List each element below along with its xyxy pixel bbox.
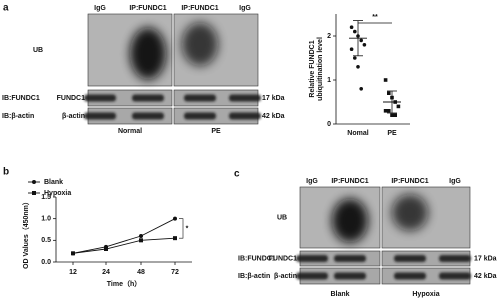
point: [353, 29, 357, 34]
protein-label: FUNDC1: [269, 255, 297, 262]
band: [184, 94, 216, 102]
panel-label: b: [3, 167, 9, 178]
lane-label: IP:FUNDC1: [129, 5, 166, 12]
size-label: 42 kDa: [474, 273, 497, 280]
series-line: [72, 237, 176, 254]
group-label: Hypoxia: [412, 291, 439, 298]
y-tick-label: 0: [327, 121, 331, 128]
x-tick-label: 24: [102, 269, 110, 276]
point: [396, 104, 401, 109]
size-label: 17 kDa: [474, 255, 497, 262]
y-tick-label: 2: [327, 33, 331, 40]
annotation: **: [372, 14, 378, 21]
ub-smear: [332, 198, 368, 243]
protein-label: FUNDC1: [57, 95, 85, 102]
panel-label: c: [234, 169, 240, 180]
group-label: PE: [211, 128, 221, 135]
lane-label: IgG: [306, 178, 318, 185]
band: [132, 94, 164, 102]
x-tick-label: 12: [69, 269, 77, 276]
x-tick-label: 48: [137, 269, 145, 276]
protein-label: β-actin: [274, 273, 297, 280]
point: [349, 25, 354, 30]
band: [184, 112, 216, 120]
point: [104, 247, 108, 251]
row-label: IB:FUNDC1: [2, 95, 40, 102]
point: [393, 113, 397, 117]
lane-label: IP:FUNDC1: [331, 178, 368, 185]
point: [359, 87, 364, 91]
y-axis-label: ubiquitination level: [317, 37, 324, 101]
band: [132, 112, 164, 120]
band: [229, 112, 261, 120]
legend-label: Blank: [44, 179, 63, 186]
band: [439, 272, 471, 280]
legend-label: Hypoxia: [44, 190, 71, 197]
point: [32, 180, 36, 184]
band: [394, 255, 426, 262]
point: [362, 43, 367, 47]
group-label: Blank: [330, 291, 349, 298]
point: [71, 251, 75, 256]
lane-label: IP:FUNDC1: [181, 5, 218, 12]
y-tick-label: 0.5: [41, 237, 51, 244]
x-tick-label: 72: [171, 269, 179, 276]
point: [390, 113, 394, 117]
band: [229, 94, 261, 102]
band: [296, 272, 328, 280]
point: [349, 47, 354, 51]
ub-smear: [130, 27, 166, 80]
band: [334, 272, 366, 280]
band: [334, 255, 366, 262]
point: [383, 109, 388, 113]
lane-label: IgG: [449, 178, 461, 185]
lane-label: IgG: [94, 5, 106, 12]
x-tick-label: Nomal: [347, 130, 368, 137]
row-label: IB:FUNDC1: [238, 255, 276, 262]
point: [32, 191, 36, 195]
significance-bracket: [179, 218, 184, 239]
point: [173, 236, 177, 241]
panel-label: a: [3, 3, 9, 14]
y-axis-label: OD Values（450nm）: [22, 198, 30, 269]
row-label: UB: [33, 47, 43, 54]
lane-label: IgG: [239, 5, 251, 12]
y-tick-label: 1.0: [41, 216, 51, 223]
group-label: Normal: [118, 128, 142, 135]
ub-smear: [392, 194, 428, 231]
point: [359, 38, 364, 43]
annotation: *: [186, 225, 189, 232]
size-label: 42 kDa: [262, 113, 285, 120]
band: [296, 255, 328, 262]
lane-label: IP:FUNDC1: [391, 178, 428, 185]
point: [139, 234, 143, 238]
series-line: [72, 218, 176, 254]
row-label: UB: [277, 214, 287, 221]
point: [387, 91, 391, 95]
ub-smear: [182, 22, 218, 66]
point: [356, 65, 360, 69]
point: [173, 216, 177, 221]
x-tick-label: PE: [387, 130, 397, 137]
row-label: IB:β-actin: [2, 113, 34, 120]
band: [84, 94, 116, 102]
band: [394, 272, 426, 280]
point: [139, 238, 143, 243]
band: [84, 112, 116, 120]
y-tick-label: 0.0: [41, 259, 51, 266]
row-label: IB:β-actin: [238, 273, 270, 280]
point: [383, 78, 388, 82]
y-tick-label: 1.5: [41, 194, 51, 201]
point: [353, 56, 357, 60]
y-tick-label: 1: [327, 77, 331, 84]
x-axis-label: Time（h）: [107, 280, 142, 288]
y-axis-label: Relative FUNDC1: [309, 40, 316, 97]
point: [387, 109, 391, 113]
size-label: 17 kDa: [262, 95, 285, 102]
protein-label: β-actin: [62, 113, 85, 120]
band: [439, 255, 471, 262]
